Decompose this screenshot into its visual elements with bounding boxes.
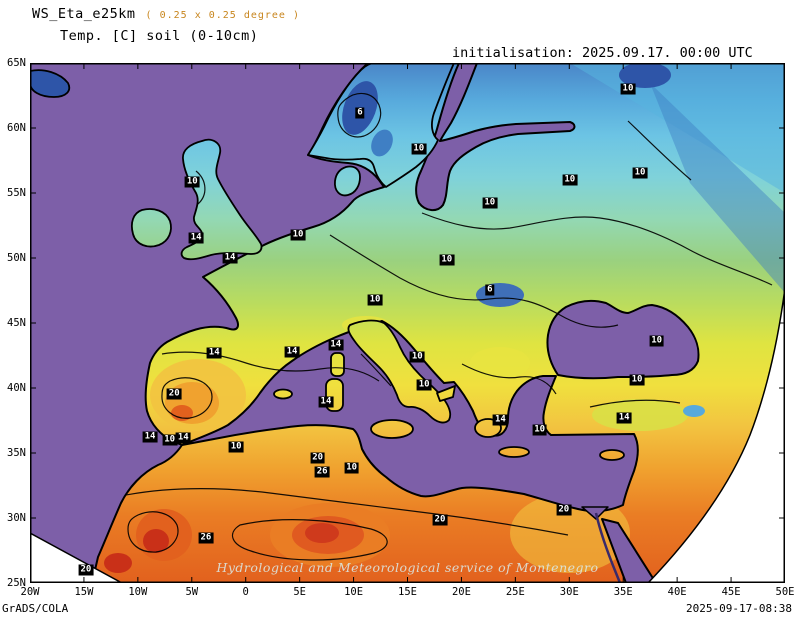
domain-boundary: [30, 287, 785, 583]
y-axis-label: 35N: [7, 447, 26, 459]
x-axis-label: 5E: [293, 586, 306, 598]
italy: [347, 319, 452, 424]
nile-river: [594, 512, 622, 583]
x-axis-label: 15E: [398, 586, 417, 598]
denmark: [334, 165, 361, 197]
header-left: WS_Eta_e25km ( 0.25 x 0.25 degree ) Temp.…: [32, 3, 300, 46]
baltic-sea: [415, 63, 576, 211]
x-axis-label: 50E: [775, 586, 795, 598]
nile-delta: [581, 506, 609, 520]
majorca: [273, 388, 293, 400]
temperature-map: [30, 63, 785, 583]
x-axis-label: 40E: [667, 586, 687, 598]
y-axis-label: 55N: [7, 187, 26, 199]
creation-timestamp: 2025-09-17-08:38: [686, 602, 792, 615]
x-axis-label: 45E: [721, 586, 741, 598]
y-axis-label: 65N: [7, 57, 26, 69]
x-axis-label: 20E: [451, 586, 471, 598]
sea-mask: [30, 63, 700, 583]
x-axis-label: 0: [242, 586, 249, 598]
initialisation-time: initialisation: 2025.09.17. 00:00 UTC: [452, 45, 753, 61]
model-name: WS_Eta_e25km: [32, 6, 136, 22]
map-frame: [30, 63, 785, 583]
y-axis-label: 45N: [7, 317, 26, 329]
x-axis-label: 25E: [505, 586, 525, 598]
y-axis-label: 30N: [7, 512, 26, 524]
watermark: Hydrological and Meteorological service …: [216, 560, 599, 575]
corsica: [330, 352, 345, 377]
latitude-axis: 65N 60N 55N 50N 45N 40N 35N 30N 25N: [0, 57, 28, 589]
sardinia: [325, 378, 344, 412]
longitude-axis: 20W 15W 10W 5W 0 5E 10E 15E 20E 25E 30E 35E 40E 45E 50…: [21, 583, 795, 599]
contour-lines: [125, 92, 773, 561]
iceland-edge: [30, 69, 71, 98]
ireland: [130, 208, 172, 248]
black-sea: [546, 299, 700, 380]
y-axis-label: 60N: [7, 122, 26, 134]
crete: [498, 446, 530, 458]
sicily: [370, 419, 414, 439]
x-axis-label: 15W: [74, 586, 94, 598]
x-axis-label: 10E: [344, 586, 364, 598]
scandinavia: [307, 63, 455, 188]
great-britain: [180, 138, 263, 261]
italy-heel: [436, 385, 456, 402]
y-axis-label: 50N: [7, 252, 26, 264]
mediterranean-sea: [181, 320, 639, 513]
x-axis-label: 30E: [559, 586, 579, 598]
x-axis-label: 20W: [20, 586, 40, 598]
x-axis-label: 35E: [613, 586, 633, 598]
y-axis-label: 25N: [7, 577, 26, 589]
red-sea: [601, 518, 657, 583]
variable-title: Temp. [C] soil (0-10cm): [60, 28, 259, 44]
land-overlays: [30, 63, 625, 461]
atlantic-ocean: [30, 63, 385, 583]
peloponnese: [474, 418, 502, 438]
y-axis-label: 40N: [7, 382, 26, 394]
map-area: 10 6 10 10 10 10 10 14 10 14 10 6 10 14 14 14 10 10 10 20 14…: [7, 57, 794, 598]
grid-resolution: ( 0.25 x 0.25 degree ): [145, 10, 300, 21]
x-axis-label: 10W: [128, 586, 148, 598]
grads-credit: GrADS/COLA: [2, 602, 69, 615]
cyprus: [599, 449, 625, 461]
x-axis-label: 5W: [185, 586, 199, 598]
